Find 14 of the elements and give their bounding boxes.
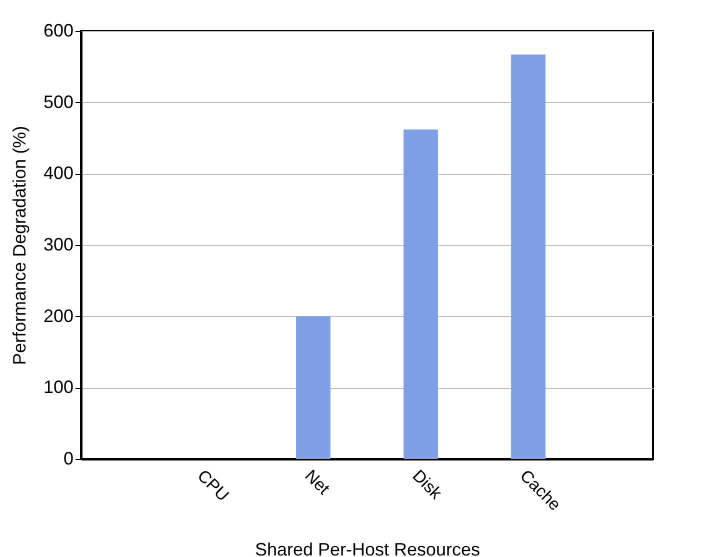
y-tick-label: 200 bbox=[43, 306, 74, 326]
x-axis-title: Shared Per-Host Resources bbox=[254, 540, 480, 557]
bar bbox=[511, 54, 546, 459]
y-tick-label: 100 bbox=[43, 377, 74, 398]
x-tick-label: Net bbox=[301, 466, 334, 498]
y-tick-label: 0 bbox=[63, 448, 74, 468]
y-tick-label: 500 bbox=[43, 92, 74, 112]
y-tick-label: 400 bbox=[43, 163, 74, 184]
y-tick-label: 300 bbox=[43, 234, 74, 254]
bar bbox=[404, 129, 438, 459]
y-axis-title: Performance Degradation (%) bbox=[9, 126, 30, 366]
bar bbox=[296, 316, 330, 459]
y-tick-label: 600 bbox=[43, 20, 74, 40]
x-tick-label: CPU bbox=[194, 466, 233, 505]
